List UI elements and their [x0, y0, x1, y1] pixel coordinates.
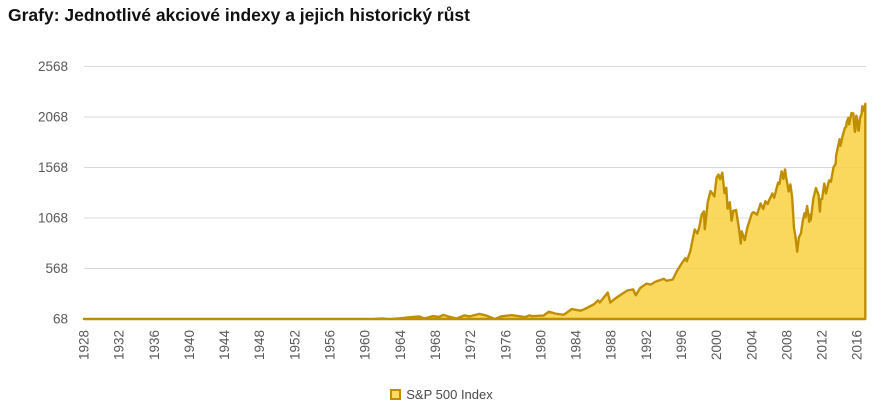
x-axis-label: 2016 [850, 330, 865, 360]
y-axis-label: 1568 [38, 160, 68, 175]
legend-swatch-sp500-icon [390, 389, 402, 400]
x-axis-label: 1996 [674, 330, 689, 360]
x-axis-label: 1972 [463, 330, 478, 360]
x-axis-label: 1936 [147, 330, 162, 360]
x-axis-label: 1940 [182, 330, 197, 360]
x-axis-label: 2004 [744, 330, 759, 361]
x-axis-label: 1976 [498, 330, 513, 360]
x-axis-label: 1980 [533, 330, 548, 360]
x-axis-label: 1964 [393, 330, 408, 361]
x-axis-label: 1968 [428, 330, 443, 360]
y-axis-label: 1068 [38, 211, 68, 226]
x-axis-label: 1944 [217, 330, 232, 361]
legend: S&P 500 Index [0, 387, 883, 402]
x-axis-label: 2000 [709, 330, 724, 360]
x-axis-label: 1948 [252, 330, 267, 360]
x-axis-label: 1960 [358, 330, 373, 360]
x-axis-label: 1984 [569, 330, 584, 361]
x-axis-label: 1952 [287, 330, 302, 360]
x-axis-label: 2008 [779, 330, 794, 360]
y-axis-label: 568 [45, 261, 68, 276]
chart-title: Grafy: Jednotlivé akciové indexy a jejic… [8, 5, 470, 25]
x-axis-label: 1928 [77, 330, 92, 360]
x-axis-label: 1992 [639, 330, 654, 360]
y-axis-label: 68 [53, 312, 68, 327]
y-axis-label: 2068 [38, 110, 68, 125]
x-axis-label: 1956 [323, 330, 338, 360]
sp500-area-series [82, 102, 867, 321]
y-axis-label: 2568 [38, 59, 68, 74]
x-axis-label: 2012 [815, 330, 830, 360]
legend-label: S&P 500 Index [406, 387, 493, 402]
x-axis-label: 1932 [112, 330, 127, 360]
x-axis-label: 1988 [604, 330, 619, 360]
